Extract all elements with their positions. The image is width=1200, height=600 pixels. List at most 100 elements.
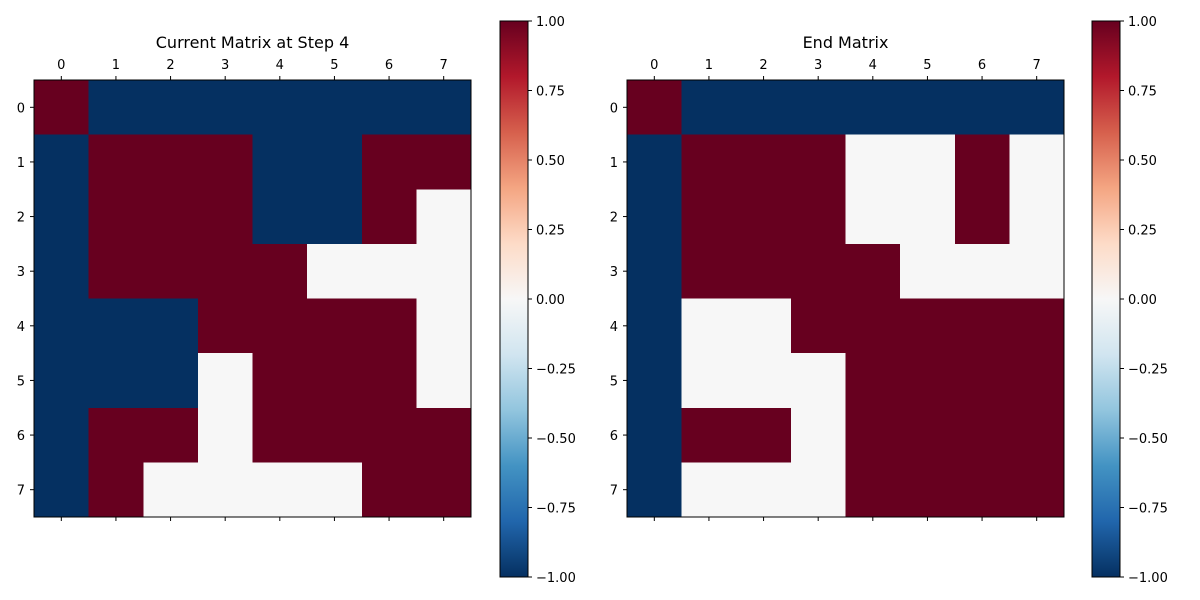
heatmap-cell-r1-c3 [790,134,847,190]
heatmap-cell-r5-c7 [1009,353,1065,409]
heatmap-cell-r0-c6 [954,80,1010,136]
colorbar-tick-label: −0.25 [1128,363,1168,378]
heatmap-cell-r7-c4 [845,462,901,518]
heatmap-cell-r5-c1 [681,353,737,409]
colorbar-tick-label: 0.00 [536,293,565,308]
colorbar-tick-label: 0.00 [1128,293,1157,308]
heatmap-cell-r3-c0 [627,243,683,300]
heatmap-cell-r1-c6 [954,134,1010,190]
heatmap-cell-r1-c5 [307,134,363,190]
colorbar-tick-label: 0.25 [536,224,565,239]
colorbar-tick-label: 1.00 [1128,15,1157,30]
heatmap-cell-r3-c7 [416,243,472,300]
colorbar-tick-label: −0.50 [1128,432,1168,447]
x-tick-label: 6 [385,58,393,73]
heatmap-cell-r5-c6 [361,353,417,409]
heatmap-cell-r7-c1 [681,462,737,518]
heatmap-cell-r3-c5 [307,243,363,300]
y-tick-label: 0 [610,101,618,116]
heatmap-cell-r4-c5 [307,298,363,354]
heatmap-cell-r3-c3 [197,243,254,300]
heatmap-cell-r0-c1 [681,80,737,136]
colorbar-tick-label: −0.25 [536,363,576,378]
y-tick-label: 3 [610,265,618,280]
heatmap-cell-r7-c5 [900,462,956,518]
heatmap-cell-r2-c6 [361,189,417,245]
heatmap-cell-r5-c3 [790,353,847,409]
y-tick-label: 2 [610,211,618,226]
heatmap-cell-r0-c0 [627,80,683,136]
x-tick-label: 3 [221,58,229,73]
heatmap-cell-r7-c3 [197,462,254,518]
heatmap-cell-r4-c7 [416,298,472,354]
heatmap-cell-r6-c6 [954,407,1010,463]
y-tick-label: 7 [610,484,618,499]
heatmap-cell-r0-c4 [845,80,901,136]
colorbar-tick-label: −0.75 [536,502,576,517]
heatmap-cell-r5-c5 [307,353,363,409]
heatmap-cell-r2-c2 [143,189,199,245]
heatmap-cell-r7-c2 [143,462,199,518]
heatmap-cell-r4-c0 [34,298,90,354]
heatmap-cell-r5-c2 [736,353,792,409]
heatmap-panel-0: Current Matrix at Step 4 0 1 2 3 4 5 6 7 0 1 2 3 4 5 6 7… [17,15,576,586]
y-tick-label: 1 [610,156,618,171]
heatmap-cell-r2-c7 [416,189,472,245]
heatmap-cell-r6-c3 [790,407,847,463]
y-tick-label: 2 [17,211,25,226]
heatmap-cell-r1-c7 [416,134,472,190]
heatmap-cell-r7-c1 [88,462,144,518]
heatmap-cell-r1-c0 [627,134,683,190]
heatmap-cell-r2-c3 [197,189,254,245]
heatmap-cell-r1-c3 [197,134,254,190]
y-tick-label: 4 [17,320,25,335]
chart-title: End Matrix [803,33,889,52]
x-tick-label: 0 [650,58,658,73]
heatmap-cell-r3-c2 [736,243,792,300]
y-tick-label: 5 [610,374,618,389]
heatmap-cell-r5-c5 [900,353,956,409]
heatmap-cell-r2-c2 [736,189,792,245]
heatmap-cell-r6-c6 [361,407,417,463]
heatmap-cell-r7-c7 [1009,462,1065,518]
heatmap-cell-r2-c4 [845,189,901,245]
heatmap-cell-r5-c4 [252,353,308,409]
x-tick-label: 4 [276,58,284,73]
heatmap-cell-r4-c0 [627,298,683,354]
colorbar: 1.00 0.75 0.50 0.25 0.00 −0.25 −0.50 −0.75 −1.00 [499,15,576,586]
heatmap-cell-r1-c7 [1009,134,1065,190]
heatmap-cell-r3-c6 [954,243,1010,300]
heatmap-cell-r0-c1 [88,80,144,136]
chart-title: Current Matrix at Step 4 [156,33,350,52]
heatmap-cell-r0-c6 [361,80,417,136]
heatmap-cell-r4-c5 [900,298,956,354]
heatmap-cell-r6-c5 [307,407,363,463]
heatmap-cell-r2-c3 [790,189,847,245]
heatmap-cell-r6-c7 [1009,407,1065,463]
heatmap-cell-r6-c2 [143,407,199,463]
x-tick-label: 2 [759,58,767,73]
heatmap-cell-r4-c6 [954,298,1010,354]
x-tick-label: 7 [1033,58,1041,73]
heatmap-cell-r1-c4 [252,134,308,190]
y-tick-label: 3 [17,265,25,280]
heatmap-cell-r2-c0 [34,189,90,245]
heatmap-cell-r7-c0 [34,462,90,518]
heatmap-cell-r6-c5 [900,407,956,463]
x-tick-label: 1 [112,58,120,73]
heatmap-cell-r4-c2 [143,298,199,354]
heatmap-cell-r0-c3 [197,80,254,136]
x-tick-label: 3 [814,58,822,73]
axes-frame [33,79,472,518]
heatmap-panel-1: End Matrix 0 1 2 3 4 5 6 7 0 1 2 3 4 5 6 7 1.00 0.75 0.50 0.… [610,15,1168,586]
y-tick-label: 4 [610,320,618,335]
heatmap-cell-r6-c1 [88,407,144,463]
heatmap-cell-r6-c0 [627,407,683,463]
heatmap-cell-r2-c1 [88,189,144,245]
y-tick-label: 7 [17,484,25,499]
heatmap-cell-r4-c3 [197,298,254,354]
colorbar-tick-label: 0.75 [536,85,565,100]
heatmap-cell-r5-c2 [143,353,199,409]
x-tick-label: 0 [57,58,65,73]
